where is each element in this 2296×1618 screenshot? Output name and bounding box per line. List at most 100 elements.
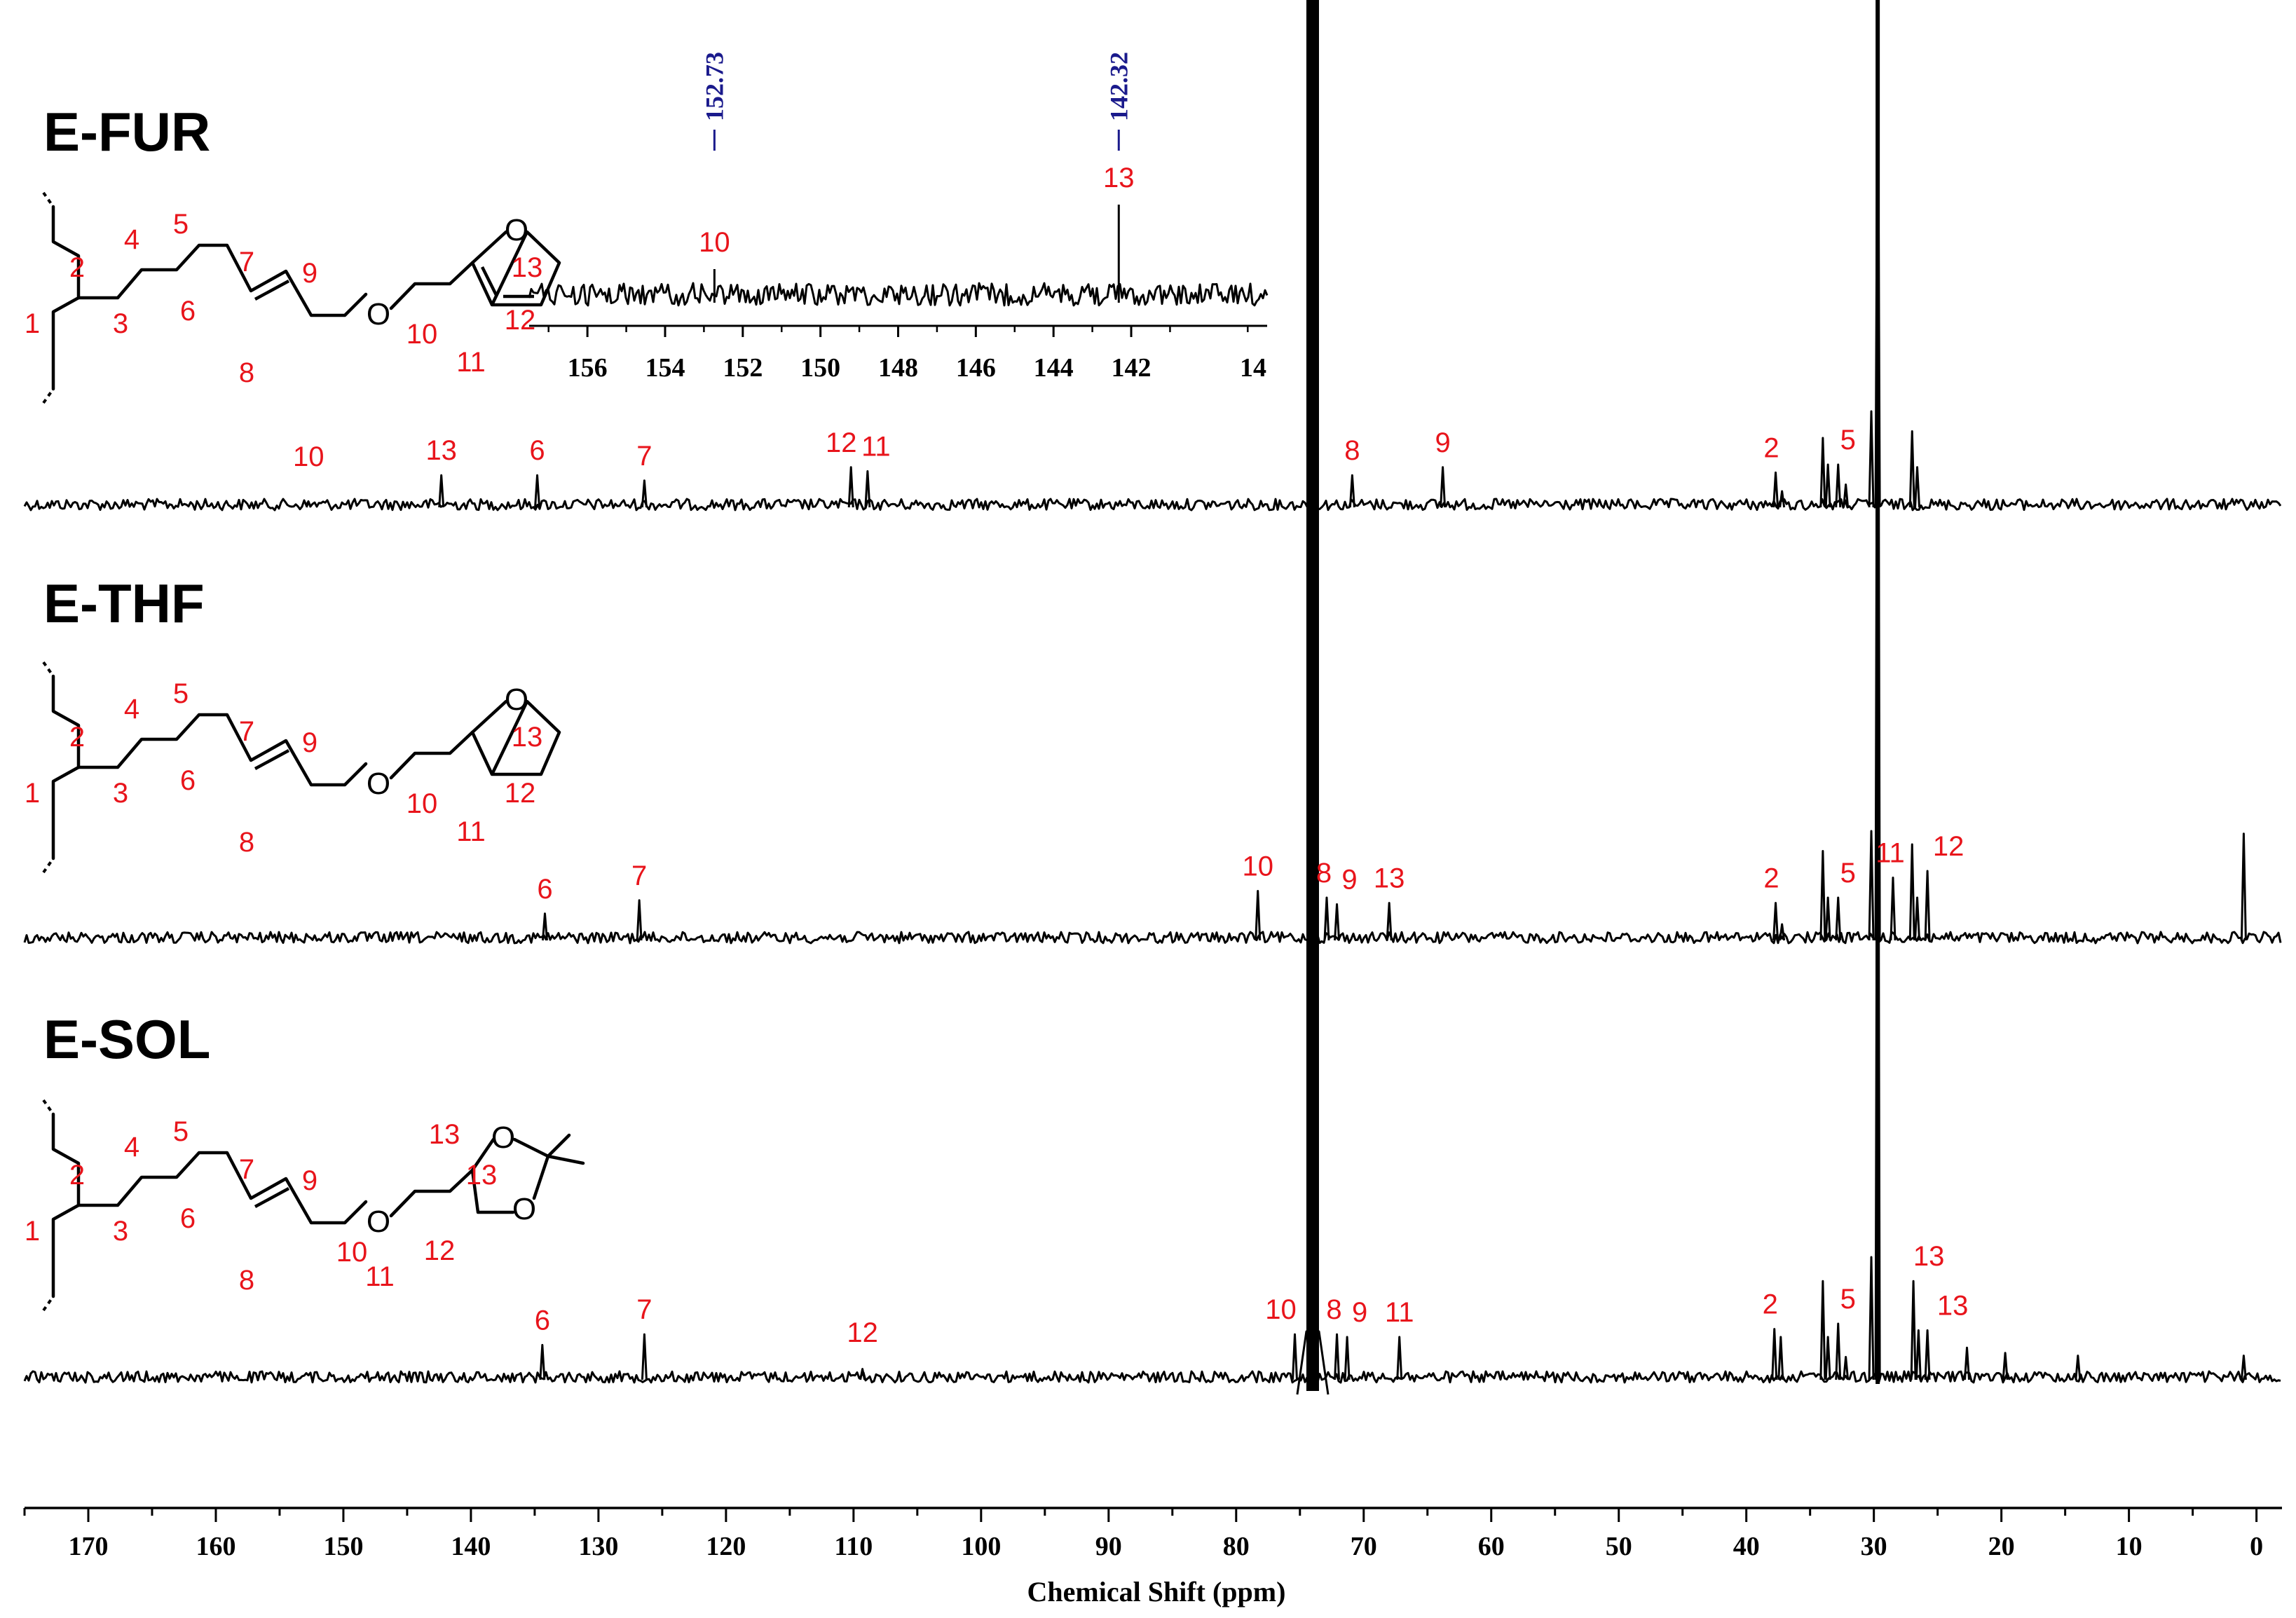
peak-label-7: 7 (636, 441, 652, 472)
peak-32.8 (1835, 1322, 1842, 1380)
structure-label-12: 12 (424, 1235, 456, 1266)
oxygen-atom: O (367, 767, 390, 801)
peak-label-9: 9 (1341, 865, 1357, 896)
peak-72.1 (1334, 903, 1341, 941)
peak-label-11: 11 (1875, 838, 1905, 869)
structure-label-4: 4 (124, 694, 139, 725)
peak-26.6 (1914, 466, 1921, 508)
peak-142.32 (438, 474, 445, 508)
peak-14 (2075, 1355, 2082, 1380)
structure-label-13: 13 (429, 1119, 460, 1150)
peak-label-9: 9 (1352, 1297, 1367, 1328)
inset-tick-label-150: 150 (800, 353, 840, 383)
structure-label-7: 7 (239, 716, 254, 747)
baseline-noise (23, 498, 2282, 512)
peak-34 (1819, 437, 1826, 508)
structure-label-11: 11 (365, 1261, 395, 1292)
main-chain (51, 1112, 81, 1298)
peak-34 (1819, 1280, 1826, 1380)
peak-26.9 (1910, 1280, 1917, 1380)
x-tick-label-170: 170 (68, 1532, 108, 1561)
peak-68 (1386, 902, 1393, 941)
inset-note-text: 142.32 (1105, 52, 1133, 121)
peak-label-6: 6 (537, 874, 552, 905)
x-tick-label-160: 160 (196, 1532, 235, 1561)
structure-label-1: 1 (25, 1216, 40, 1247)
ring-oxygen: O (505, 683, 528, 717)
peak-134.8 (534, 474, 541, 508)
sample-title-e-sol: E-SOL (43, 1008, 210, 1070)
spectra-traces (23, 0, 2282, 1384)
structure-label-11: 11 (456, 347, 486, 378)
peak-label-12: 12 (847, 1317, 878, 1348)
structure-label-3: 3 (113, 308, 128, 339)
peak-22.7 (1964, 1346, 1971, 1380)
inset-tick-label-146: 146 (956, 353, 996, 383)
structure-label-9: 9 (302, 727, 317, 758)
peak-32.2 (1843, 1356, 1850, 1380)
peak-label-10: 10 (293, 441, 324, 472)
peak-63.8 (1440, 466, 1447, 508)
structure-label-6: 6 (180, 1203, 196, 1234)
structure-label-13: 13 (512, 722, 543, 753)
polymer-end-bottom (42, 1295, 55, 1312)
peak-25.8 (1924, 870, 1931, 941)
peak-1 (2240, 832, 2247, 941)
inset-tick-label-144: 144 (1034, 353, 1074, 383)
ether-link (389, 1168, 474, 1218)
peak-72.9 (1323, 896, 1330, 941)
solvent-peak-bar (1306, 0, 1319, 1391)
x-tick-label-10: 10 (2116, 1532, 2143, 1561)
peak-110.2 (847, 466, 854, 508)
peak-label-5: 5 (1840, 858, 1856, 889)
peak-label-2: 2 (1763, 432, 1779, 463)
ether-link (389, 261, 474, 310)
structure-label-1: 1 (25, 308, 40, 339)
peak-70.9 (1348, 474, 1355, 508)
peak-78.3 (1255, 890, 1262, 941)
structure-label-5: 5 (173, 678, 189, 709)
polymer-end-bottom (42, 857, 55, 874)
x-tick-label-110: 110 (834, 1532, 873, 1561)
x-tick-label-30: 30 (1861, 1532, 1887, 1561)
peak-126.8 (636, 899, 643, 941)
structure-label-5: 5 (173, 209, 189, 240)
peak-30.2 (1868, 410, 1875, 508)
peak-108.9 (864, 470, 871, 508)
baseline-noise (23, 1370, 2281, 1384)
peak-33.6 (1824, 896, 1831, 941)
side-chain-1 (76, 1151, 368, 1225)
double-bond (254, 1187, 290, 1208)
peak-126.4 (641, 1333, 648, 1380)
peak-37.8 (1771, 1328, 1778, 1380)
inset-tick-label-154: 154 (645, 353, 685, 383)
ring-oxygen: O (505, 213, 528, 247)
structure-label-10: 10 (406, 788, 438, 819)
sample-title-e-fur: E-FUR (43, 101, 210, 163)
structure-label-12: 12 (505, 305, 536, 336)
inset-peak-label-10: 10 (699, 227, 730, 258)
main-chain (51, 674, 81, 861)
structure-label-1: 1 (25, 778, 40, 809)
peak-109.3 (859, 1368, 866, 1380)
inset-noise (528, 282, 1269, 307)
peak-37.7 (1772, 471, 1779, 508)
x-axis-title: Chemical Shift (ppm) (1027, 1576, 1286, 1607)
furan-ring (470, 230, 561, 307)
x-tick-label-120: 120 (706, 1532, 746, 1561)
x-tick-label-60: 60 (1478, 1532, 1505, 1561)
peak-label-5: 5 (1840, 425, 1856, 455)
structure-label-2: 2 (69, 722, 85, 753)
peak-72.1 (1334, 1333, 1341, 1380)
structure-label-9: 9 (302, 1165, 317, 1196)
structure-label-8: 8 (239, 1265, 254, 1296)
peak-label-6: 6 (535, 1305, 550, 1336)
peak-30.2 (1868, 830, 1875, 941)
peak-label-10: 10 (1265, 1294, 1297, 1325)
x-tick-label-50: 50 (1606, 1532, 1632, 1561)
peak-37.2 (1779, 490, 1786, 508)
structure-label-4: 4 (124, 1132, 139, 1163)
